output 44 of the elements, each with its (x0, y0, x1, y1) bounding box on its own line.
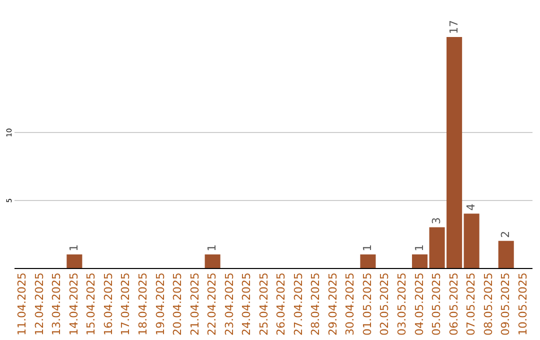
x-tick-label: 02.05.2025 (378, 272, 392, 336)
x-tick-label: 15.04.2025 (84, 272, 98, 336)
x-tick-label: 22.04.2025 (206, 272, 219, 336)
bar (498, 240, 514, 268)
x-tick-label: 24.04.2025 (240, 272, 254, 336)
x-tick-label: 27.04.2025 (292, 272, 305, 336)
x-tick-label: 19.04.2025 (154, 272, 167, 336)
data-label: 1 (206, 244, 219, 252)
x-tick-label: 07.05.2025 (464, 272, 478, 336)
data-label: 1 (360, 244, 374, 252)
x-tick-label: 12.04.2025 (32, 272, 46, 336)
data-label: 1 (412, 244, 426, 252)
bar (360, 254, 376, 268)
x-tick-label: 08.05.2025 (482, 272, 495, 336)
x-tick-label: 16.04.2025 (102, 272, 115, 336)
x-tick-label: 06.05.2025 (447, 272, 460, 336)
x-tick-label: 21.04.2025 (188, 272, 202, 336)
bar (66, 254, 82, 268)
x-tick-label: 17.04.2025 (119, 272, 132, 336)
x-tick-label: 01.05.2025 (360, 272, 374, 336)
x-tick-label: 05.05.2025 (430, 272, 444, 336)
x-tick-label: 20.04.2025 (171, 272, 184, 336)
x-tick-label: 28.04.2025 (309, 272, 322, 336)
x-tick-label: 23.04.2025 (222, 272, 236, 336)
x-tick-label: 14.04.2025 (67, 272, 80, 336)
x-tick-label: 18.04.2025 (136, 272, 150, 336)
bar (204, 254, 220, 268)
bar (412, 254, 428, 268)
x-tick-label: 03.05.2025 (396, 272, 408, 336)
x-tick-label: 13.04.2025 (50, 272, 64, 336)
data-label: 17 (447, 20, 460, 34)
data-label: 2 (499, 230, 512, 238)
x-tick-label: 09.05.2025 (499, 272, 512, 336)
x-tick-label: 26.04.2025 (274, 272, 288, 336)
x-tick-label: 10.05.2025 (516, 272, 530, 336)
bar (464, 214, 480, 268)
data-label: 3 (430, 217, 444, 224)
x-tick-label: 29.04.2025 (326, 272, 340, 336)
x-tick-label: 30.04.2025 (344, 272, 357, 336)
x-tick-label: 25.04.2025 (257, 272, 270, 336)
x-tick-label: 11.04.2025 (16, 272, 29, 336)
data-label: 1 (67, 244, 80, 252)
data-label: 4 (464, 204, 478, 211)
x-tick-label: 04.05.2025 (412, 272, 426, 336)
